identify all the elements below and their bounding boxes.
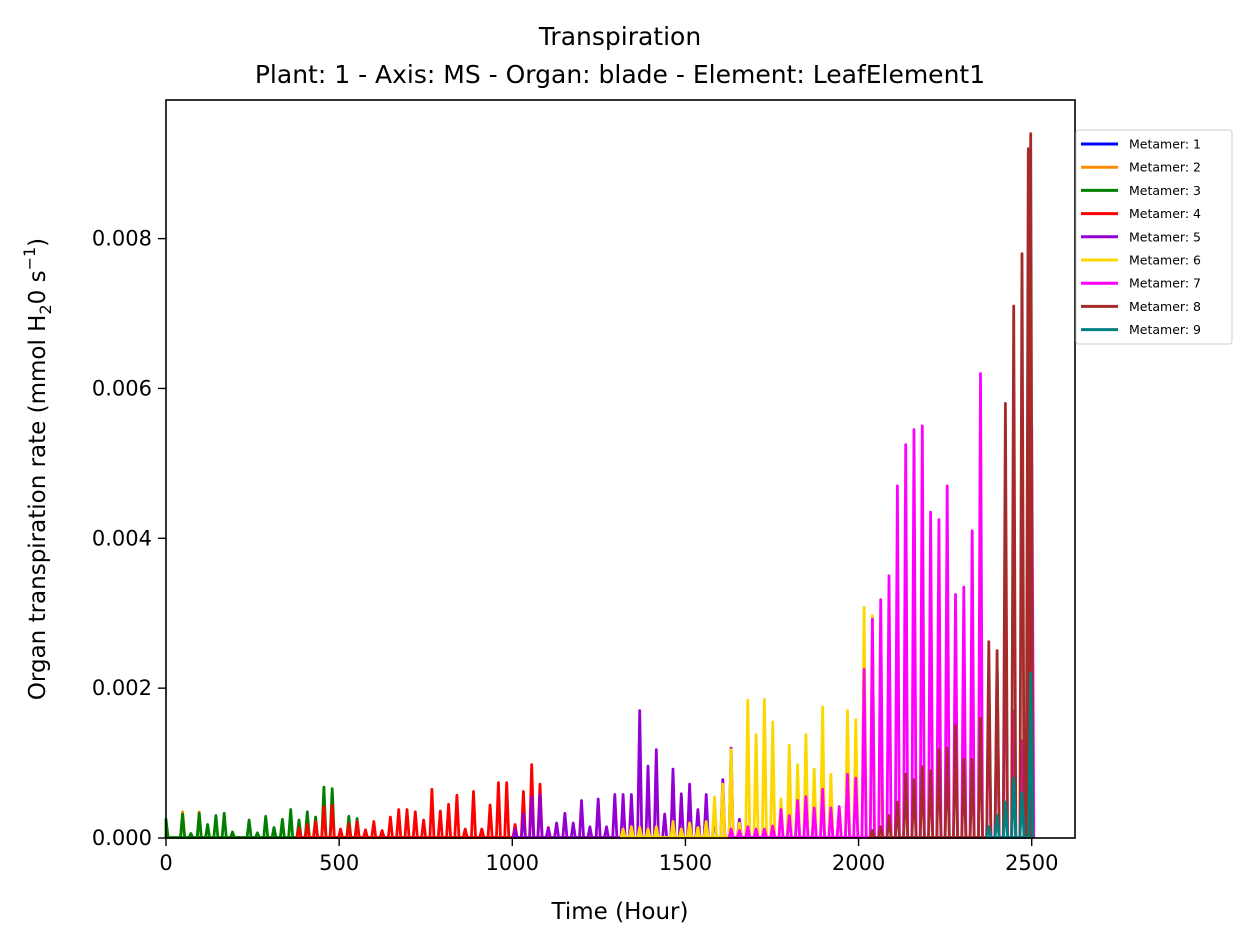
chart-subtitle: Plant: 1 - Axis: MS - Organ: blade - Ele… [255, 60, 985, 89]
y-tick-label: 0.008 [92, 227, 152, 251]
y-tick-label: 0.000 [92, 826, 152, 850]
x-axis: 0 500 1000 1500 2000 2500 [159, 838, 1058, 875]
x-tick-label: 2000 [832, 851, 885, 875]
legend-label-metamer-3: Metamer: 3 [1129, 183, 1201, 198]
y-axis-label-prefix: Organ transpiration rate (mmol H [25, 315, 51, 701]
series-line-metamer-2 [179, 664, 1035, 839]
y-axis-label-middle: 0 s [25, 270, 51, 304]
y-axis: 0.000 0.002 0.004 0.006 0.008 [92, 227, 166, 850]
y-tick-label: 0.004 [92, 526, 152, 550]
x-tick-label: 2500 [1005, 851, 1058, 875]
plot-frame [165, 99, 1076, 839]
series-line-metamer-4 [295, 763, 552, 839]
legend-label-metamer-6: Metamer: 6 [1129, 253, 1201, 268]
legend-label-metamer-4: Metamer: 4 [1129, 206, 1201, 221]
legend-label-metamer-9: Metamer: 9 [1129, 322, 1201, 337]
y-axis-label-subscript: 2 [36, 304, 55, 314]
series-lines [164, 132, 1036, 839]
legend-label-metamer-2: Metamer: 2 [1129, 160, 1201, 175]
legend: Metamer: 1 Metamer: 2 Metamer: 3 Metamer: 4… [1075, 129, 1233, 345]
series-line-metamer-9 [985, 671, 1035, 839]
x-axis-label: Time (Hour) [551, 899, 689, 925]
series-line-metamer-6 [619, 605, 885, 839]
legend-label-metamer-1: Metamer: 1 [1129, 137, 1201, 152]
chart-title: Transpiration [538, 22, 701, 51]
y-axis-label-superscript: −1 [20, 247, 39, 271]
series-line-metamer-8 [868, 132, 1035, 839]
y-axis-label: Organ transpiration rate (mmol H20 s−1) [20, 238, 55, 700]
legend-label-metamer-8: Metamer: 8 [1129, 299, 1201, 314]
legend-label-metamer-5: Metamer: 5 [1129, 229, 1201, 244]
y-axis-label-suffix: ) [25, 238, 51, 247]
x-tick-label: 1500 [659, 851, 712, 875]
series-line-metamer-5 [511, 709, 743, 839]
y-tick-label: 0.006 [92, 376, 152, 400]
x-tick-label: 0 [159, 851, 172, 875]
legend-label-metamer-7: Metamer: 7 [1129, 276, 1201, 291]
y-tick-label: 0.002 [92, 676, 152, 700]
x-tick-label: 500 [319, 851, 359, 875]
x-tick-label: 1000 [486, 851, 539, 875]
legend-frame [1075, 129, 1233, 345]
